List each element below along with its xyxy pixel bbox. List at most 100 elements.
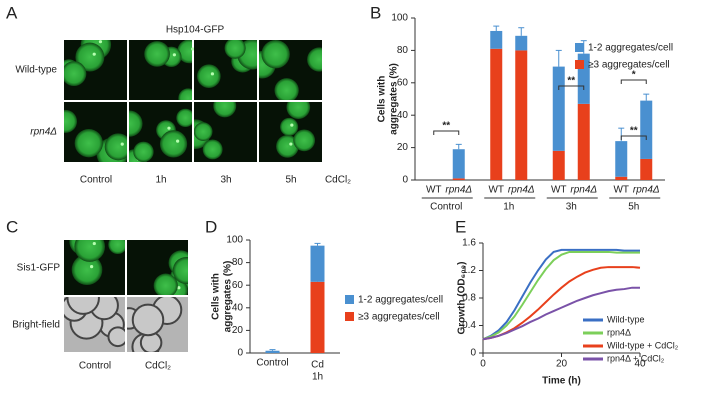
panel-letter: D <box>205 217 217 236</box>
bar-segment <box>552 66 565 151</box>
y-axis-label: Growth (OD₆₀₀) <box>457 262 468 335</box>
bar-segment <box>615 141 628 177</box>
aggregate <box>120 142 124 146</box>
cell <box>202 139 223 160</box>
cell <box>104 133 127 161</box>
cell <box>293 129 316 152</box>
micrograph <box>129 102 192 162</box>
bar-segment <box>515 35 528 51</box>
legend-label: 1-2 aggregates/cell <box>358 295 443 306</box>
cell <box>224 40 246 59</box>
cell <box>74 240 106 262</box>
error-bar <box>643 93 650 101</box>
cell <box>286 102 311 120</box>
line-series <box>482 250 640 341</box>
panel-letter: C <box>6 217 18 236</box>
aggregate <box>172 53 176 57</box>
y-tick-label: 100 <box>226 235 243 246</box>
y-tick-label: 80 <box>397 45 409 56</box>
x-tick-label: 1h <box>312 372 323 383</box>
legend-swatch <box>575 43 584 52</box>
aggregate <box>167 126 171 130</box>
x-tick-label: WT <box>551 185 567 196</box>
x-tick-label: Cd <box>311 360 324 371</box>
x-tick-label: 20 <box>556 359 568 370</box>
cell <box>213 102 237 118</box>
y-tick-label: 100 <box>391 13 408 24</box>
y-axis-label: aggregates (%) <box>223 261 234 333</box>
row-label: Sis1-GFP <box>17 263 61 274</box>
y-axis-label: Cells with <box>377 76 388 123</box>
micrograph <box>194 40 257 100</box>
cell <box>172 256 188 285</box>
y-tick-label: 0.8 <box>462 293 476 304</box>
y-tick-label: 0 <box>402 175 408 186</box>
cell <box>276 134 299 158</box>
micrograph <box>64 240 125 295</box>
aggregate <box>176 139 180 143</box>
y-tick-label: 20 <box>232 325 244 336</box>
cell <box>280 117 299 136</box>
micrograph <box>64 297 125 352</box>
legend-label: Wild-type + CdCl₂ <box>607 340 679 350</box>
group-label: Control <box>430 202 462 213</box>
cell <box>75 42 105 72</box>
micrograph <box>127 297 188 352</box>
x-tick-label: rpn4Δ <box>445 185 472 196</box>
column-label: Control <box>79 361 111 372</box>
legend-swatch <box>345 312 354 321</box>
cell <box>64 109 78 133</box>
legend-swatch <box>575 60 584 69</box>
y-tick-label: 40 <box>232 302 244 313</box>
legend-label: ≥3 aggregates/cell <box>588 60 670 71</box>
y-tick-label: 40 <box>397 110 409 121</box>
significance-label: ** <box>630 126 638 137</box>
x-tick-label: rpn4Δ <box>508 185 535 196</box>
significance-bracket <box>558 85 585 90</box>
bar-segment <box>265 350 280 353</box>
aggregate <box>92 52 96 56</box>
aggregate <box>98 40 103 44</box>
x-tick-label: WT <box>488 185 504 196</box>
bar-segment <box>310 245 325 282</box>
bar-segment <box>452 149 465 179</box>
y-tick-label: 1.6 <box>462 238 476 249</box>
y-axis-label: aggregates (%) <box>389 63 400 135</box>
row-label: Wild-type <box>15 65 57 76</box>
x-tick-label: 40 <box>634 359 646 370</box>
aggregate <box>290 123 294 127</box>
group-label: 1h <box>503 202 514 213</box>
group-label: 3h <box>566 202 577 213</box>
y-axis-label: Cells with <box>211 273 222 320</box>
row-label: rpn4Δ <box>30 127 57 138</box>
error-bar <box>555 49 562 67</box>
micrograph-title: Hsp104-GFP <box>166 25 225 36</box>
micrograph <box>259 102 322 162</box>
bar-segment <box>640 100 653 159</box>
column-label: 1h <box>155 175 166 186</box>
column-label: 5h <box>285 175 296 186</box>
cell <box>133 141 154 162</box>
error-bar <box>314 242 321 246</box>
aggregate <box>90 265 94 269</box>
cell <box>64 61 87 87</box>
row-label: Bright-field <box>12 320 60 331</box>
y-tick-label: 1.2 <box>462 265 476 276</box>
x-tick-label: Control <box>256 358 288 369</box>
micrograph <box>194 102 257 162</box>
cell <box>274 78 299 100</box>
legend-label: ≥3 aggregates/cell <box>358 312 440 323</box>
column-label: 3h <box>220 175 231 186</box>
cell <box>176 108 192 128</box>
cell <box>129 110 143 137</box>
bar-segment <box>452 178 465 180</box>
cell <box>66 297 100 315</box>
aggregate <box>191 47 195 51</box>
y-tick-label: 20 <box>397 142 409 153</box>
bar-segment <box>615 176 628 180</box>
significance-label: ** <box>567 76 575 87</box>
error-bar <box>455 143 462 150</box>
significance-bracket <box>433 130 460 135</box>
aggregate <box>92 241 96 246</box>
